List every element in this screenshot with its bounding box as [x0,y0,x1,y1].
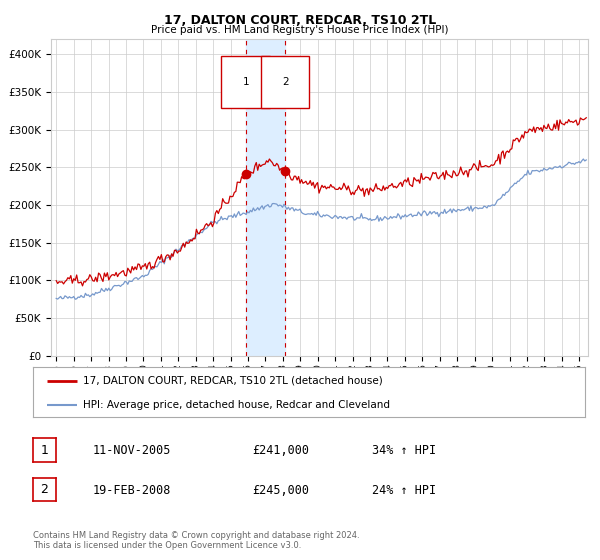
Text: HPI: Average price, detached house, Redcar and Cleveland: HPI: Average price, detached house, Redc… [83,400,389,409]
Text: 1: 1 [40,444,49,457]
Text: £245,000: £245,000 [252,483,309,497]
Text: 11-NOV-2005: 11-NOV-2005 [93,444,172,458]
Text: £241,000: £241,000 [252,444,309,458]
Text: 17, DALTON COURT, REDCAR, TS10 2TL: 17, DALTON COURT, REDCAR, TS10 2TL [164,14,436,27]
Text: Price paid vs. HM Land Registry's House Price Index (HPI): Price paid vs. HM Land Registry's House … [151,25,449,35]
Text: 19-FEB-2008: 19-FEB-2008 [93,483,172,497]
Text: 24% ↑ HPI: 24% ↑ HPI [372,483,436,497]
Text: 17, DALTON COURT, REDCAR, TS10 2TL (detached house): 17, DALTON COURT, REDCAR, TS10 2TL (deta… [83,376,382,386]
Bar [245,39,285,356]
Text: 2: 2 [282,77,289,87]
Text: 1: 1 [242,77,249,87]
Text: 2: 2 [40,483,49,496]
Text: 34% ↑ HPI: 34% ↑ HPI [372,444,436,458]
Text: This data is licensed under the Open Government Licence v3.0.: This data is licensed under the Open Gov… [33,541,301,550]
Text: Contains HM Land Registry data © Crown copyright and database right 2024.: Contains HM Land Registry data © Crown c… [33,531,359,540]
